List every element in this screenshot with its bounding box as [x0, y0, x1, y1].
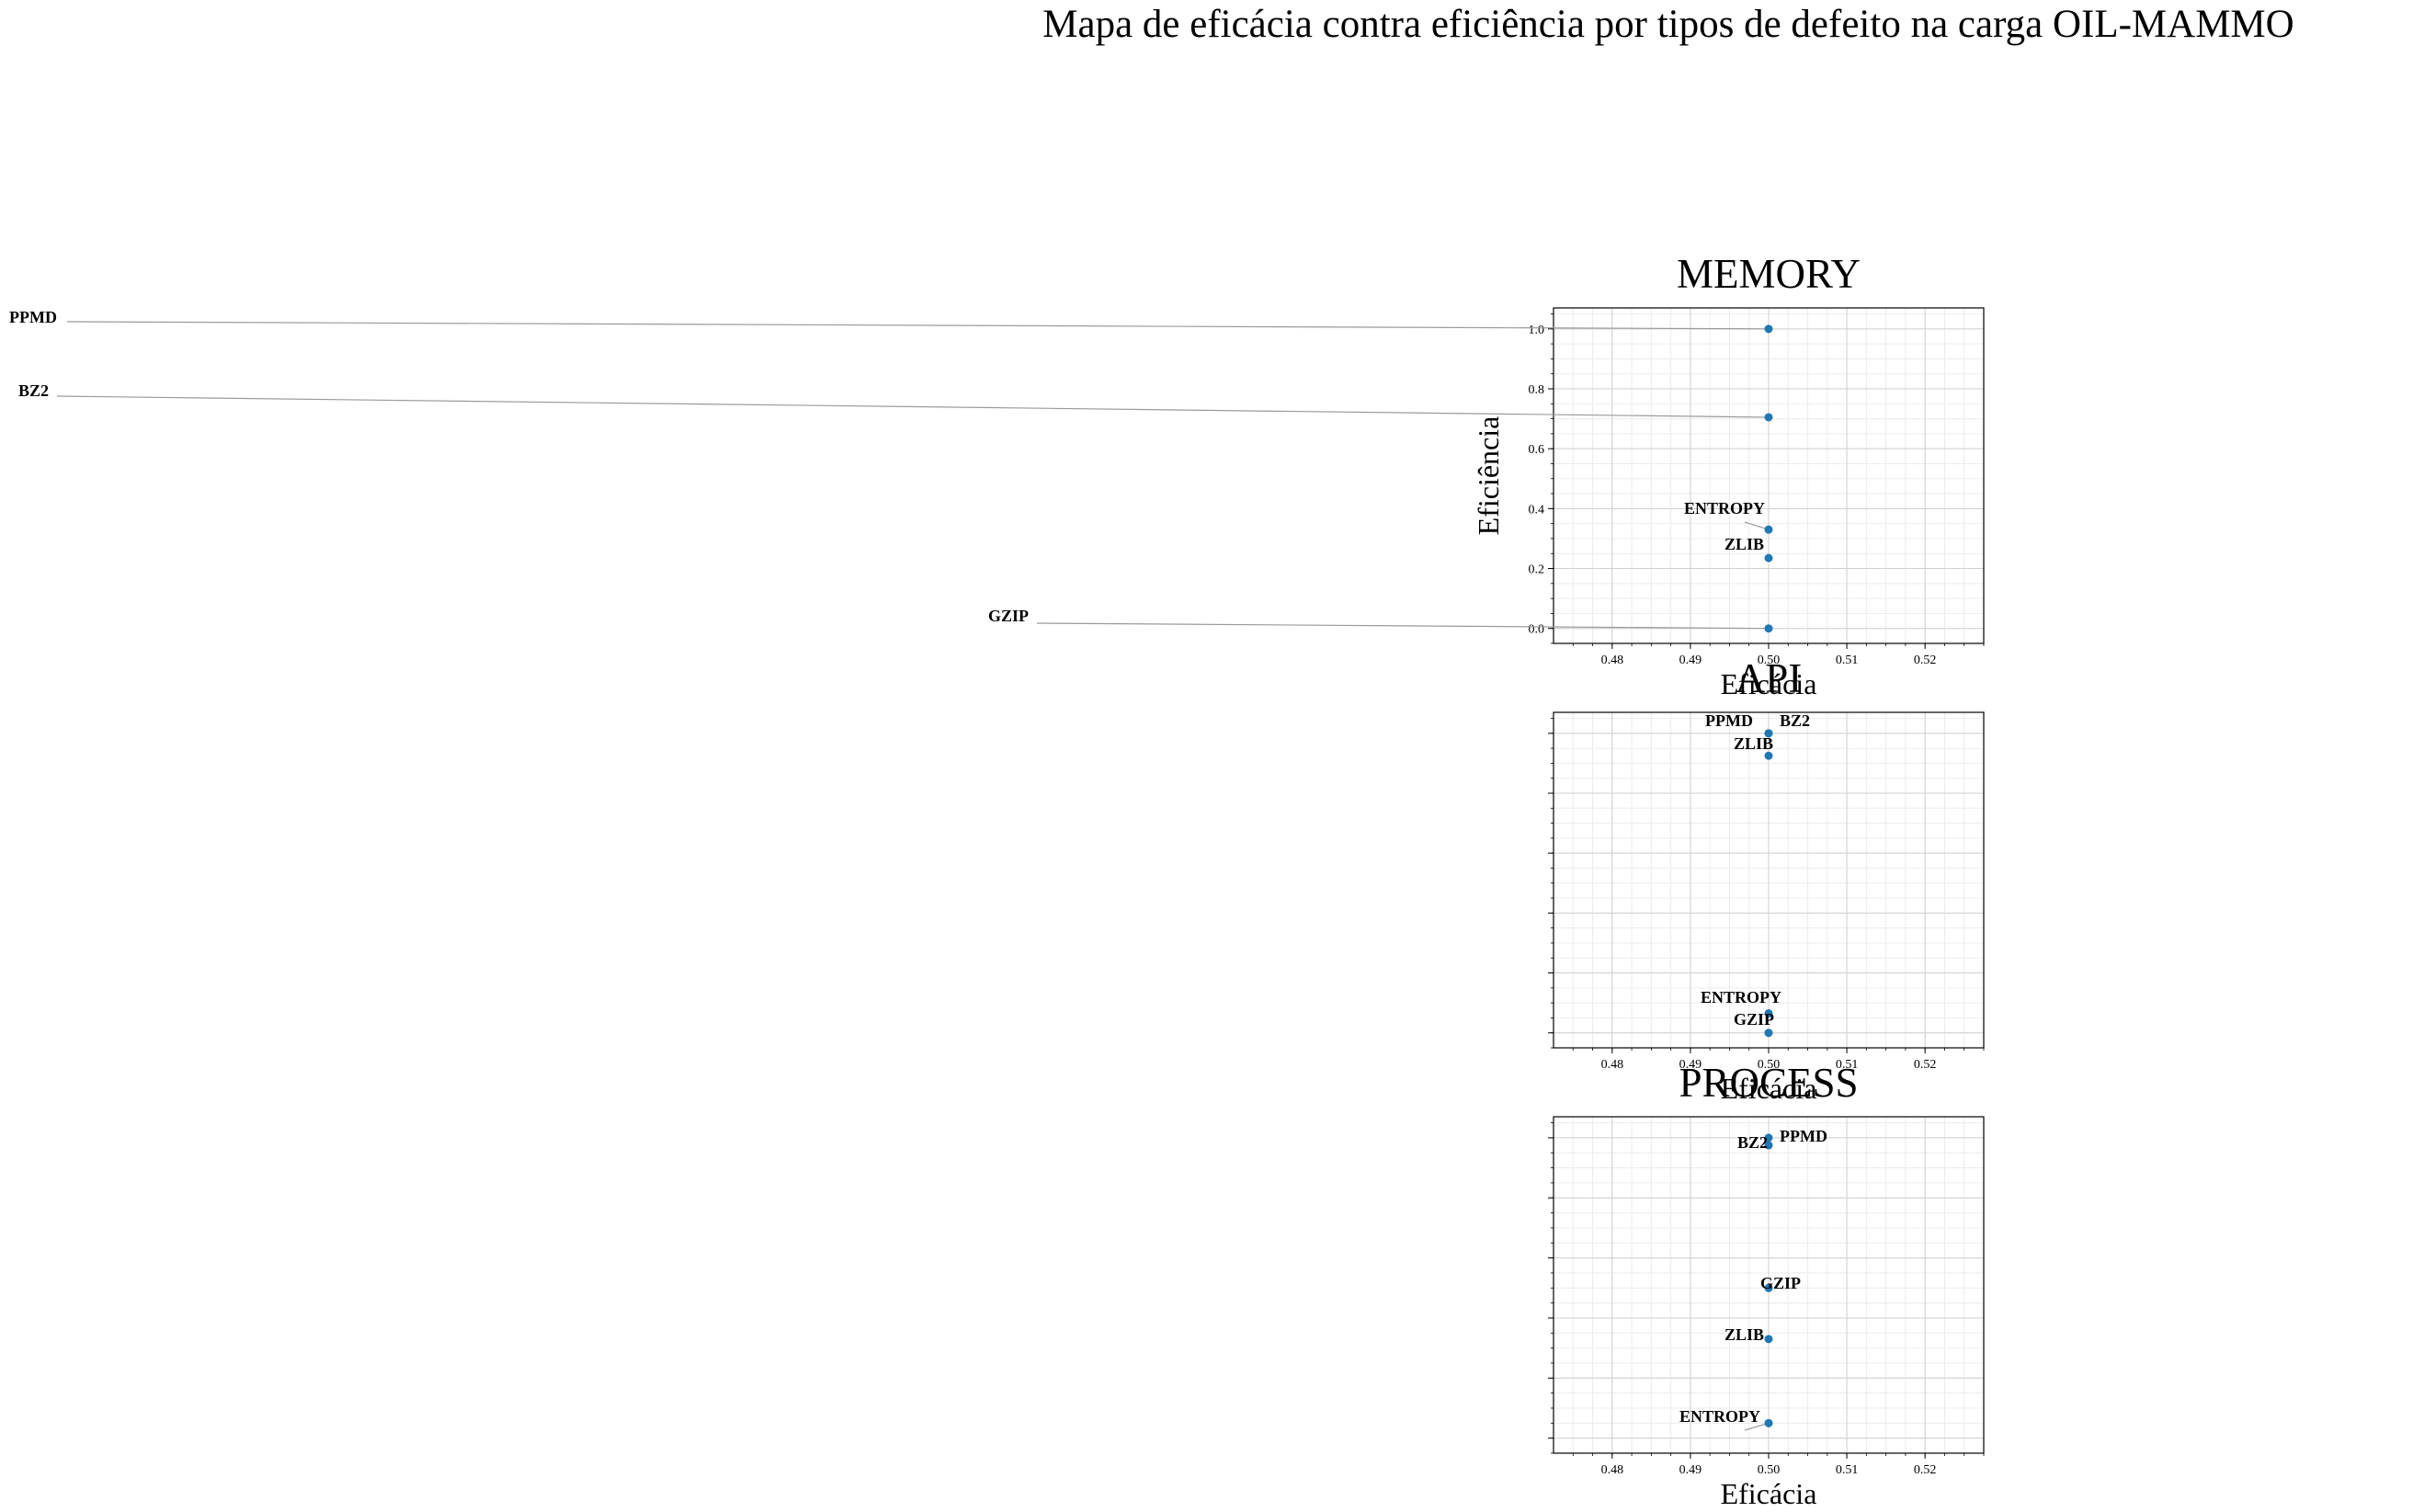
- x-tick-label: 0.52: [1914, 1463, 1937, 1477]
- plot-frame: [1553, 307, 1985, 644]
- panels: 0.48 0.49 0.50 0.51 0.52 0.0 0.2 0.4 0.6 0.8 1.0 ME…: [9, 251, 1985, 1510]
- data-point-entropy: [1764, 525, 1773, 534]
- y-tick-label: 0.8: [1529, 383, 1545, 397]
- point-label-entropy: ENTROPY: [1679, 1407, 1760, 1426]
- x-tick-label: 0.49: [1679, 1058, 1702, 1072]
- data-point-entropy: [1764, 1009, 1773, 1018]
- point-label-ppmd: PPMD: [9, 308, 57, 326]
- data-point-zlib: [1764, 1335, 1773, 1344]
- x-tick-label: 0.52: [1914, 654, 1937, 667]
- data-point-gzip: [1764, 1029, 1773, 1038]
- point-label-zlib: ZLIB: [1724, 535, 1764, 553]
- point-label-bz2: BZ2: [1780, 711, 1810, 730]
- point-label-entropy: ENTROPY: [1684, 499, 1765, 517]
- point-label-gzip: GZIP: [1734, 1010, 1774, 1029]
- plot-frame: [1553, 711, 1985, 1049]
- label-leader: [56, 395, 1770, 418]
- x-tick-label: 0.51: [1836, 1058, 1859, 1072]
- panel-process: 0.48 0.49 0.50 0.51 0.52PROCESSEficáciaPPMDB…: [1548, 1060, 1985, 1510]
- y-tick-label: 0.6: [1529, 443, 1545, 457]
- x-tick-label: 0.49: [1679, 654, 1702, 667]
- x-axis-label: Eficácia: [1721, 1072, 1817, 1105]
- label-leader: [1036, 622, 1770, 630]
- point-label-ppmd: PPMD: [1705, 711, 1753, 730]
- x-tick-label: 0.51: [1836, 1463, 1859, 1477]
- x-tick-label: 0.49: [1679, 1463, 1702, 1477]
- y-tick-label: 0.0: [1529, 623, 1545, 637]
- data-point-gzip: [1764, 1283, 1773, 1292]
- data-point-gzip: [1764, 624, 1773, 633]
- data-point-bz2: [1764, 729, 1773, 738]
- point-label-zlib: ZLIB: [1724, 1325, 1764, 1344]
- point-label-gzip: GZIP: [1760, 1274, 1801, 1292]
- panel-title: PROCESS: [1679, 1060, 1858, 1106]
- x-axis-label: Eficácia: [1721, 667, 1817, 700]
- point-label-ppmd: PPMD: [1780, 1127, 1827, 1145]
- figure-title: Mapa de eficácia contra eficiência por t…: [1042, 3, 2293, 46]
- panel-title: MEMORY: [1677, 251, 1861, 297]
- x-tick-label: 0.50: [1758, 1058, 1781, 1072]
- data-point-zlib: [1764, 751, 1773, 760]
- x-tick-label: 0.51: [1836, 654, 1859, 667]
- label-leader: [66, 321, 1770, 330]
- label-leader: [1744, 521, 1770, 530]
- point-label-gzip: GZIP: [988, 607, 1029, 625]
- data-point-zlib: [1764, 553, 1773, 563]
- x-tick-label: 0.50: [1758, 1463, 1781, 1477]
- point-label-entropy: ENTROPY: [1701, 988, 1781, 1006]
- label-leader: [1744, 1422, 1770, 1431]
- point-label-bz2: BZ2: [18, 381, 49, 400]
- data-point-ppmd: [1764, 1133, 1773, 1143]
- panel-title: API: [1736, 655, 1803, 701]
- y-tick-label: 1.0: [1529, 324, 1545, 337]
- x-axis-label: Eficácia: [1721, 1477, 1817, 1510]
- x-tick-label: 0.50: [1758, 654, 1781, 667]
- y-tick-label: 0.4: [1529, 503, 1545, 517]
- y-tick-label: 0.2: [1529, 563, 1545, 577]
- data-point-bz2: [1764, 1141, 1773, 1150]
- x-tick-label: 0.48: [1601, 654, 1624, 667]
- data-point-entropy: [1764, 1418, 1773, 1427]
- data-point-ppmd: [1764, 324, 1773, 334]
- point-label-bz2: BZ2: [1737, 1133, 1768, 1152]
- data-point-bz2: [1764, 413, 1773, 422]
- x-tick-label: 0.48: [1601, 1058, 1624, 1072]
- plot-frame: [1553, 1116, 1985, 1454]
- y-axis-label: Eficiência: [1472, 416, 1505, 536]
- panel-memory: 0.48 0.49 0.50 0.51 0.52 0.0 0.2 0.4 0.6 0.8 1.0 ME…: [9, 251, 1985, 700]
- x-tick-label: 0.48: [1601, 1463, 1624, 1477]
- point-label-zlib: ZLIB: [1734, 734, 1773, 753]
- x-tick-label: 0.52: [1914, 1058, 1937, 1072]
